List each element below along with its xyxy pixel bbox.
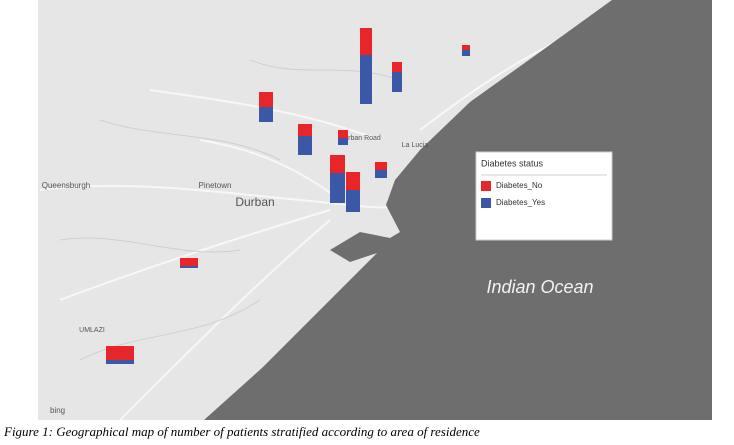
bar-yes — [375, 170, 387, 178]
bar-yes — [360, 55, 372, 104]
bar-no — [462, 45, 470, 50]
bar-no — [346, 172, 360, 190]
legend: Diabetes status — [475, 151, 613, 241]
bar-no — [298, 124, 312, 136]
logo: bing — [50, 406, 65, 415]
bar-no — [180, 258, 198, 266]
bar-no — [106, 346, 134, 360]
bar-no — [330, 155, 345, 173]
bay — [330, 232, 400, 262]
legend-label: Diabetes_Yes — [496, 198, 545, 207]
bar-yes — [392, 72, 402, 92]
bar-no — [259, 92, 273, 107]
bar-no — [392, 62, 402, 72]
legend-box — [475, 151, 613, 241]
bar-yes — [180, 266, 198, 268]
caption: Figure 1: Geographical map of number of … — [4, 424, 480, 439]
ocean-label: Indian Ocean — [486, 277, 593, 297]
place-label: La Lucia — [402, 142, 429, 149]
place-label: Durban Road — [339, 135, 381, 142]
minor-roads — [59, 59, 401, 361]
place-label: Queensburgh — [42, 181, 90, 190]
map: Indian Ocean Durban Pinetown Queensburgh… — [38, 0, 712, 421]
bar-yes — [338, 138, 348, 145]
bar-no — [375, 162, 387, 170]
bar-no — [360, 28, 372, 55]
place-label: Pinetown — [199, 181, 232, 190]
place-label: Durban — [235, 195, 274, 209]
bar-yes — [106, 360, 134, 364]
bar-yes — [330, 173, 345, 203]
legend-swatch — [481, 181, 491, 191]
bar-no — [338, 130, 348, 138]
place-label: UMLAZI — [79, 327, 105, 334]
legend-swatch — [481, 198, 491, 208]
bar-yes — [346, 190, 360, 212]
bar-yes — [259, 107, 273, 122]
bar-yes — [462, 50, 470, 56]
legend-title: Diabetes status — [481, 158, 544, 168]
legend-label: Diabetes_No — [496, 181, 543, 190]
bar-yes — [298, 136, 312, 155]
ocean — [204, 0, 712, 420]
